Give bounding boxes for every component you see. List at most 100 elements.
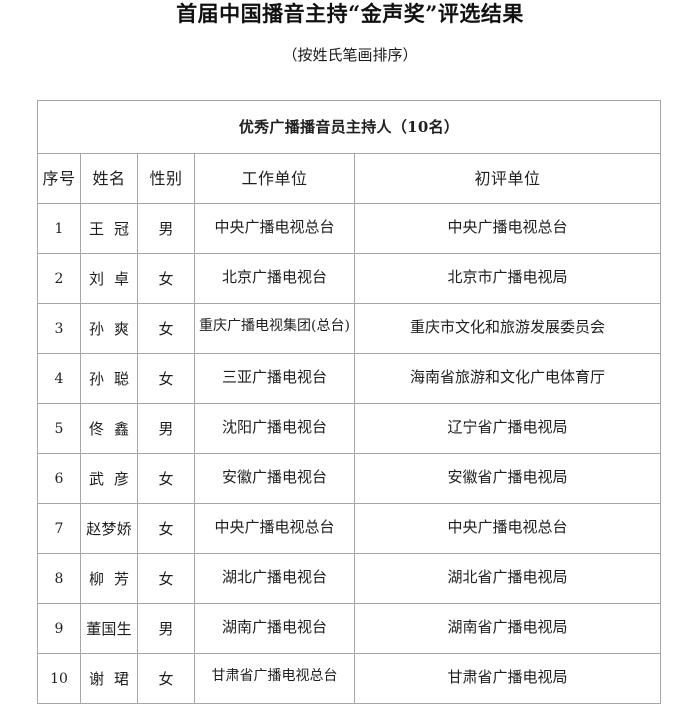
cell-work: 重庆广播电视集团(总台) [194,303,355,354]
cell-sex: 女 [137,353,195,404]
cell-sex: 男 [137,403,195,454]
cell-index: 7 [37,503,81,554]
row-index-value: 9 [54,621,64,638]
row-index-value: 5 [54,421,64,438]
cell-index: 3 [37,303,81,354]
cell-name: 王冠 [80,203,138,254]
cell-work: 湖南广播电视台 [194,603,355,654]
section-header-row: 优秀广播播音员主持人（10名） [36,100,662,154]
column-header-index: 序号 [37,153,81,204]
row-review-value: 中央广播电视总台 [447,517,568,536]
cell-index: 10 [37,653,81,704]
row-work-value: 湖北广播电视台 [221,567,327,586]
column-header-row: 序号 姓名 性别 工作单位 初评单位 [37,153,662,204]
cell-sex: 女 [137,253,195,304]
results-table-container: 优秀广播播音员主持人（10名） 序号 姓名 性别 工作单位 初评单位 1 王冠 … [36,100,662,704]
cell-work: 中央广播电视总台 [194,203,355,254]
row-work-value: 中央广播电视总台 [214,517,335,536]
row-work-value: 湖南广播电视台 [221,617,327,636]
column-header-work: 工作单位 [194,153,355,204]
cell-work: 北京广播电视台 [194,253,355,304]
cell-work: 中央广播电视总台 [194,503,355,554]
cell-sex: 男 [137,603,195,654]
row-work-value: 安徽广播电视台 [221,467,327,486]
row-work-value: 北京广播电视台 [221,267,327,286]
row-work-value: 甘肃省广播电视总台 [211,668,338,685]
row-name-value: 佟鑫 [89,419,129,438]
row-index-value: 6 [54,471,64,488]
cell-index: 4 [37,353,81,404]
cell-review: 中央广播电视总台 [353,503,662,554]
table-row: 9 董国生 男 湖南广播电视台 湖南省广播电视局 [37,603,662,654]
row-review-value: 湖南省广播电视局 [447,617,568,636]
table-row: 7 赵梦娇 女 中央广播电视总台 中央广播电视总台 [37,503,662,554]
row-name-value: 董国生 [86,619,132,638]
row-name-value: 赵梦娇 [86,519,132,538]
cell-name: 刘卓 [80,253,138,304]
column-header-sex: 性别 [137,153,195,204]
row-name-value: 刘卓 [89,269,129,288]
row-work-value: 中央广播电视总台 [214,217,335,236]
row-name-value: 谢珺 [89,669,129,688]
cell-work: 安徽广播电视台 [194,453,355,504]
page-subtitle: （按姓氏笔画排序） [282,46,418,64]
cell-sex: 女 [137,303,195,354]
cell-name: 孙聪 [80,353,138,404]
cell-work: 三亚广播电视台 [194,353,355,404]
row-index-value: 7 [54,521,64,538]
cell-name: 谢珺 [80,653,138,704]
row-index-value: 1 [54,221,64,238]
cell-sex: 女 [137,653,195,704]
table-row: 3 孙爽 女 重庆广播电视集团(总台) 重庆市文化和旅游发展委员会 [37,303,662,354]
row-review-value: 重庆市文化和旅游发展委员会 [410,317,606,336]
cell-review: 甘肃省广播电视局 [353,653,662,704]
document-header: 首届中国播音主持“金声奖”评选结果 （按姓氏笔画排序） [0,0,700,65]
cell-name: 佟鑫 [80,403,138,454]
table-row: 8 柳芳 女 湖北广播电视台 湖北省广播电视局 [37,553,662,604]
cell-name: 武彦 [80,453,138,504]
row-index-value: 3 [54,321,64,338]
column-header-name: 姓名 [80,153,138,204]
cell-review: 湖北省广播电视局 [353,553,662,604]
row-name-value: 王冠 [89,219,129,238]
table-row: 6 武彦 女 安徽广播电视台 安徽省广播电视局 [37,453,662,504]
cell-review: 湖南省广播电视局 [353,603,662,654]
cell-review: 北京市广播电视局 [353,253,662,304]
cell-review: 辽宁省广播电视局 [353,403,662,454]
cell-work: 甘肃省广播电视总台 [194,653,355,704]
cell-sex: 男 [137,203,195,254]
section-header-label: 优秀广播播音员主持人（10名） [36,100,662,154]
cell-review: 中央广播电视总台 [353,203,662,254]
row-review-value: 中央广播电视总台 [447,217,568,236]
row-review-value: 湖北省广播电视局 [447,567,568,586]
cell-index: 2 [37,253,81,304]
cell-sex: 女 [137,503,195,554]
cell-index: 9 [37,603,81,654]
cell-name: 赵梦娇 [80,503,138,554]
cell-sex: 女 [137,553,195,604]
row-name-value: 孙爽 [89,319,129,338]
results-table: 优秀广播播音员主持人（10名） 序号 姓名 性别 工作单位 初评单位 1 王冠 … [36,100,662,704]
row-work-value: 三亚广播电视台 [221,367,327,386]
cell-work: 湖北广播电视台 [194,553,355,604]
cell-index: 1 [37,203,81,254]
cell-index: 8 [37,553,81,604]
table-row: 1 王冠 男 中央广播电视总台 中央广播电视总台 [37,203,662,254]
row-name-value: 孙聪 [89,369,129,388]
row-work-value: 重庆广播电视集团(总台) [199,318,350,335]
table-row: 2 刘卓 女 北京广播电视台 北京市广播电视局 [37,253,662,304]
cell-review: 安徽省广播电视局 [353,453,662,504]
row-index-value: 4 [54,371,64,388]
row-review-value: 甘肃省广播电视局 [447,667,568,686]
row-index-value: 10 [50,671,68,688]
column-header-review: 初评单位 [353,153,662,204]
row-review-value: 海南省旅游和文化广电体育厅 [410,367,606,386]
table-row: 5 佟鑫 男 沈阳广播电视台 辽宁省广播电视局 [37,403,662,454]
cell-review: 重庆市文化和旅游发展委员会 [353,303,662,354]
row-review-value: 辽宁省广播电视局 [447,417,568,436]
row-name-value: 柳芳 [89,569,129,588]
cell-name: 柳芳 [80,553,138,604]
cell-review: 海南省旅游和文化广电体育厅 [353,353,662,404]
cell-sex: 女 [137,453,195,504]
results-table-body: 优秀广播播音员主持人（10名） 序号 姓名 性别 工作单位 初评单位 1 王冠 … [36,100,662,704]
